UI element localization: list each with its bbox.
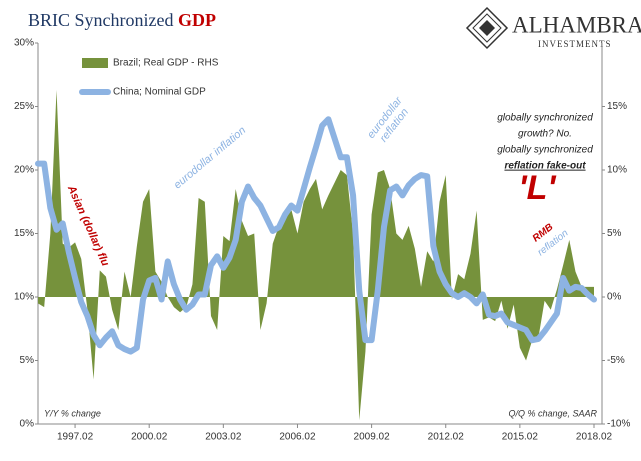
y-tick-label: 10% xyxy=(14,292,34,303)
y-tick-label: 0% xyxy=(20,419,35,430)
x-tick-label: 2018.02 xyxy=(576,432,613,443)
y2-tick-label: -10% xyxy=(607,419,630,430)
x-tick-label: 2015.02 xyxy=(502,432,539,443)
y2-tick-label: -5% xyxy=(607,355,625,366)
x-tick-label: 2003.02 xyxy=(205,432,242,443)
y-tick-label: 25% xyxy=(14,101,34,112)
legend-label: China; Nominal GDP xyxy=(113,87,206,98)
annotation-text: reflation fake-out xyxy=(504,161,586,172)
y2-tick-label: 0% xyxy=(607,292,622,303)
y-tick-label: 20% xyxy=(14,165,34,176)
annotation: globally synchronized growth? No. globally… xyxy=(497,113,593,172)
y-tick-label: 30% xyxy=(14,38,34,49)
y2-axis-note: Q/Q % change, SAAR xyxy=(508,408,597,418)
title-highlight: GDP xyxy=(178,10,216,30)
y2-tick-label: 15% xyxy=(607,101,627,112)
annotation-text: eurodollar inflation xyxy=(172,124,249,191)
annotation-text: globally synchronized xyxy=(497,113,593,124)
y-tick-label: 15% xyxy=(14,228,34,239)
x-tick-label: 2009.02 xyxy=(354,432,391,443)
logo-icon xyxy=(465,6,509,50)
annotation: eurodollar inflation xyxy=(172,124,249,191)
area xyxy=(38,89,594,421)
legend-label: Brazil; Real GDP - RHS xyxy=(113,58,219,69)
annotation-text: 'L' xyxy=(519,169,558,207)
title-main: BRIC Synchronized xyxy=(28,10,174,30)
x-tick-label: 2000.02 xyxy=(131,432,168,443)
annotation-text: growth? No. xyxy=(518,129,572,140)
logo-name: ALHAMBRA xyxy=(512,12,641,37)
x-tick-label: 2012.02 xyxy=(428,432,465,443)
x-tick-label: 1997.02 xyxy=(57,432,94,443)
annotation-text: globally synchronized xyxy=(497,145,593,156)
line xyxy=(35,116,597,355)
legend-swatch xyxy=(82,58,108,68)
annotation: 'L' xyxy=(519,169,558,207)
y-axis-note: Y/Y % change xyxy=(44,408,101,418)
y2-tick-label: 10% xyxy=(607,165,627,176)
logo-tagline: INVESTMENTS xyxy=(538,39,612,49)
chart-title: BRIC Synchronized GDP xyxy=(28,10,216,30)
y2-tick-label: 5% xyxy=(607,228,622,239)
x-tick-label: 2006.02 xyxy=(279,432,316,443)
y-tick-label: 5% xyxy=(20,355,35,366)
